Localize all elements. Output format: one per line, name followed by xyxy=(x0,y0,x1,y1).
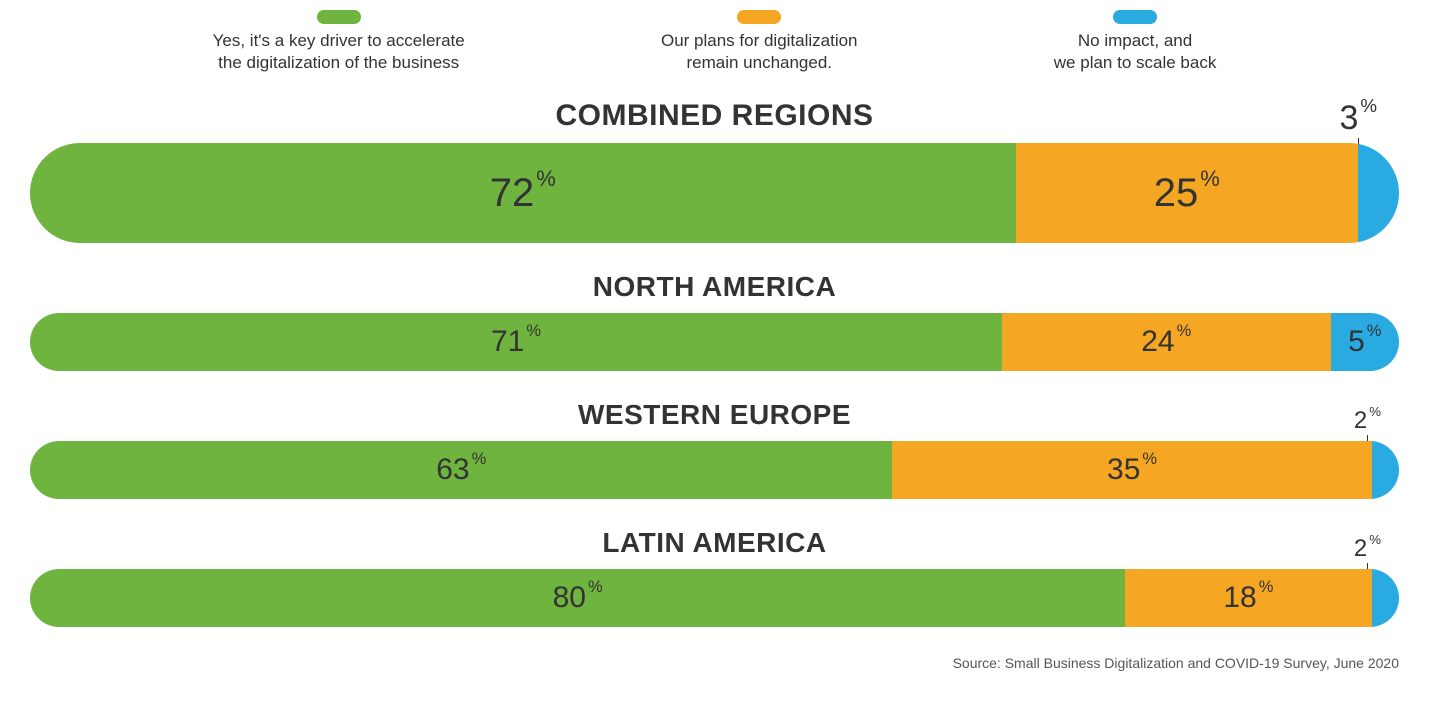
chart-row: WESTERN EUROPE2% 63% 35% xyxy=(30,399,1399,499)
segment-value: 18% xyxy=(1223,581,1273,615)
segment-value: 24% xyxy=(1141,325,1191,359)
legend-label-line1: Yes, it's a key driver to accelerate xyxy=(213,30,465,52)
legend-swatch xyxy=(1113,10,1157,24)
bar-segment: 71% xyxy=(30,313,1002,371)
segment-value: 5% xyxy=(1348,325,1381,359)
chart-row: LATIN AMERICA2% 80% 18% xyxy=(30,527,1399,627)
callout-value: 3% xyxy=(1339,99,1377,138)
legend-label-line2: we plan to scale back xyxy=(1054,52,1217,74)
row-title: WESTERN EUROPE xyxy=(30,399,1399,431)
bar-segment: 5% xyxy=(1331,313,1399,371)
legend-swatch xyxy=(317,10,361,24)
legend-label-line1: Our plans for digitalization xyxy=(661,30,858,52)
bar-segment: 25% xyxy=(1016,143,1358,243)
segment-value: 72% xyxy=(490,171,556,216)
chart-legend: Yes, it's a key driver to accelerate the… xyxy=(115,10,1315,74)
bar-segment: 72% xyxy=(30,143,1016,243)
bar-segment: 80% xyxy=(30,569,1125,627)
callout-value: 2% xyxy=(1354,407,1381,435)
legend-label-line1: No impact, and xyxy=(1078,30,1192,52)
bar-segment xyxy=(1372,441,1399,499)
legend-label-line2: remain unchanged. xyxy=(686,52,832,74)
legend-swatch xyxy=(737,10,781,24)
chart-row: NORTH AMERICA 71% 24% 5% xyxy=(30,271,1399,371)
segment-value: 63% xyxy=(436,453,486,487)
bar-wrap: 71% 24% 5% xyxy=(30,313,1399,371)
bar-segment: 24% xyxy=(1002,313,1331,371)
legend-item-green: Yes, it's a key driver to accelerate the… xyxy=(213,10,465,74)
bar-segment: 18% xyxy=(1125,569,1371,627)
legend-item-orange: Our plans for digitalization remain unch… xyxy=(661,10,858,74)
legend-item-blue: No impact, and we plan to scale back xyxy=(1054,10,1217,74)
bar-segment: 35% xyxy=(892,441,1371,499)
chart-source: Source: Small Business Digitalization an… xyxy=(30,655,1399,671)
bar-wrap: 3%72%25% xyxy=(30,143,1399,243)
legend-label-line2: the digitalization of the business xyxy=(218,52,459,74)
row-title: LATIN AMERICA xyxy=(30,527,1399,559)
bar-segment xyxy=(1358,143,1399,243)
segment-value: 35% xyxy=(1107,453,1157,487)
bar-wrap: 2%80%18% xyxy=(30,569,1399,627)
bar-wrap: 2%63%35% xyxy=(30,441,1399,499)
segment-value: 71% xyxy=(491,325,541,359)
bar-segment: 63% xyxy=(30,441,892,499)
callout-value: 2% xyxy=(1354,535,1381,563)
row-title: COMBINED REGIONS xyxy=(30,99,1399,133)
chart-rows: COMBINED REGIONS3% 72% 25% NORTH AMERICA 71%… xyxy=(30,99,1399,627)
bar-segment xyxy=(1372,569,1399,627)
row-title: NORTH AMERICA xyxy=(30,271,1399,303)
segment-value: 80% xyxy=(553,581,603,615)
chart-row: COMBINED REGIONS3% 72% 25% xyxy=(30,99,1399,243)
segment-value: 25% xyxy=(1154,171,1220,216)
stacked-bar: 71% 24% 5% xyxy=(30,313,1399,371)
stacked-bar: 63% 35% xyxy=(30,441,1399,499)
stacked-bar: 72% 25% xyxy=(30,143,1399,243)
stacked-bar: 80% 18% xyxy=(30,569,1399,627)
